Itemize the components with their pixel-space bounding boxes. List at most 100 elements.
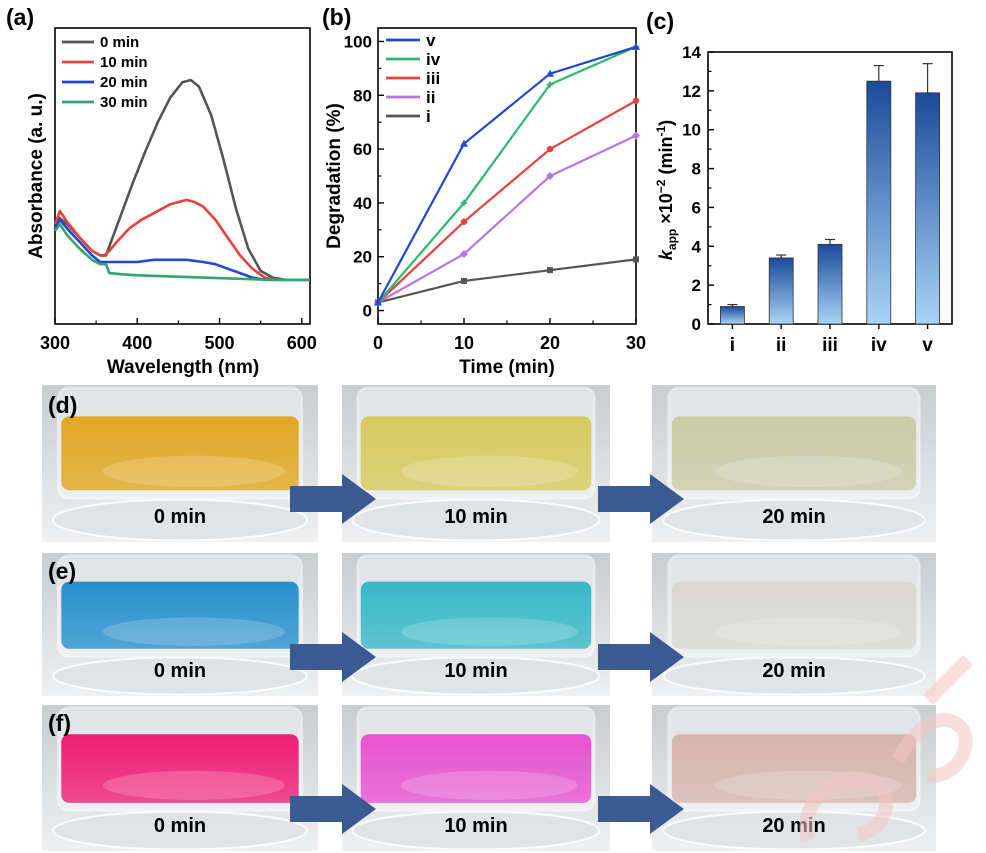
arrow-icon [290,632,376,682]
x-tick-label: iii [822,335,838,356]
chart-c-ylabel: kapp ×10−2 (min-1) [654,120,679,260]
legend-label: v [426,31,436,50]
arrow-icon [290,474,376,524]
bar-i [720,306,745,325]
data-point [632,97,640,104]
legend-label: iv [426,50,441,69]
panel-label-a: (a) [6,4,35,30]
photo-d-2 [342,385,610,542]
chart-a-xlabel: Wavelength (nm) [107,357,259,378]
data-point [546,80,554,89]
photo-e-3 [652,553,936,696]
series-line-0-min [53,78,310,282]
panel-label-e: (e) [48,558,77,584]
x-tick-label: 10 [454,333,474,353]
chart-b-xlabel: Time (min) [459,357,555,378]
x-tick-label: ii [776,335,787,356]
legend-label: i [426,107,431,126]
panel-label-b: (b) [322,4,352,30]
photo-d-3 [652,385,936,542]
arrow-icon [598,474,684,524]
x-tick-label: 30 [626,333,646,353]
y-tick-label: 10 [682,121,701,140]
legend-label: 20 min [100,74,148,91]
arrow-icon [598,784,684,834]
arrow-icon [290,784,376,834]
legend-label: 0 min [100,34,139,51]
data-point [633,256,639,263]
time-label: 0 min [153,660,207,682]
time-label: 0 min [153,815,207,837]
bar-iii [817,243,843,325]
photo-f-2 [342,705,610,851]
series-line-i [377,258,637,304]
data-point [374,298,382,306]
y-tick-label: 0 [692,315,701,334]
time-label: 10 min [444,506,508,528]
photo-e-2 [342,553,610,696]
bar-ii [768,257,794,325]
legend-label: iii [426,69,440,88]
y-tick-label: 2 [692,276,701,295]
data-point [546,172,554,180]
data-point [547,267,553,274]
series-line-iv [377,45,637,304]
time-label: 10 min [444,660,508,682]
x-tick-label: 20 [540,333,560,353]
time-label: 20 min [762,660,826,682]
legend-label: ii [426,88,435,107]
x-tick-label: 500 [204,333,234,353]
y-tick-label: 20 [353,248,372,267]
photo-e-1 [42,553,318,696]
photo-f-1 [42,705,318,851]
data-point [460,139,468,147]
x-tick-label: 400 [122,333,152,353]
series-line-iii [377,99,637,304]
data-point [460,198,468,207]
x-tick-label: 0 [373,333,383,353]
arrow-icon [598,632,684,682]
panel-label-d: (d) [48,392,78,418]
data-point [460,218,468,225]
x-tick-label: 600 [287,333,317,353]
chart-a-ylabel: Absorbance (a. u.) [26,93,47,259]
series-line-ii [377,134,637,304]
time-label: 20 min [762,506,826,528]
y-tick-label: 40 [353,194,372,213]
x-tick-label: iv [871,335,887,356]
time-label: 10 min [444,815,508,837]
y-tick-label: 6 [692,198,701,217]
y-tick-label: 8 [692,160,701,179]
panel-label-c: (c) [646,8,675,34]
x-tick-label: v [922,335,933,356]
bar-iv [866,80,892,325]
data-point [546,69,554,77]
series-line-v [377,45,637,304]
chart-b-ylabel: Degradation (%) [324,103,345,249]
x-tick-label: 300 [40,333,70,353]
y-tick-label: 60 [353,140,372,159]
data-point [460,250,468,259]
photo-f-3 [652,705,936,851]
legend-label: 30 min [100,94,148,111]
legend-label: 10 min [100,54,148,71]
watermark-decoration [799,655,973,842]
data-point [632,42,640,50]
y-tick-label: 80 [353,86,372,105]
panel-label-f: (f) [48,710,71,736]
series-line-30-min [53,223,310,282]
data-point [461,277,467,284]
y-tick-label: 12 [682,82,701,101]
y-tick-label: 100 [344,32,372,51]
y-tick-label: 4 [692,237,702,256]
data-point [632,131,640,140]
y-tick-label: 0 [363,302,372,321]
bar-v [915,92,940,325]
time-label: 0 min [153,506,207,528]
series-line-20-min [53,218,310,282]
data-point [546,145,554,153]
chart-a: 300 400 500 600 0 min 10 min 20 min 30 min Wav… [26,27,317,378]
